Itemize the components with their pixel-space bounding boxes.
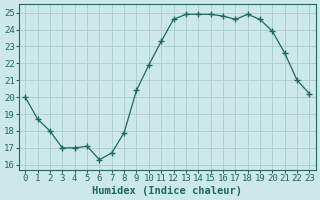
X-axis label: Humidex (Indice chaleur): Humidex (Indice chaleur) <box>92 186 242 196</box>
